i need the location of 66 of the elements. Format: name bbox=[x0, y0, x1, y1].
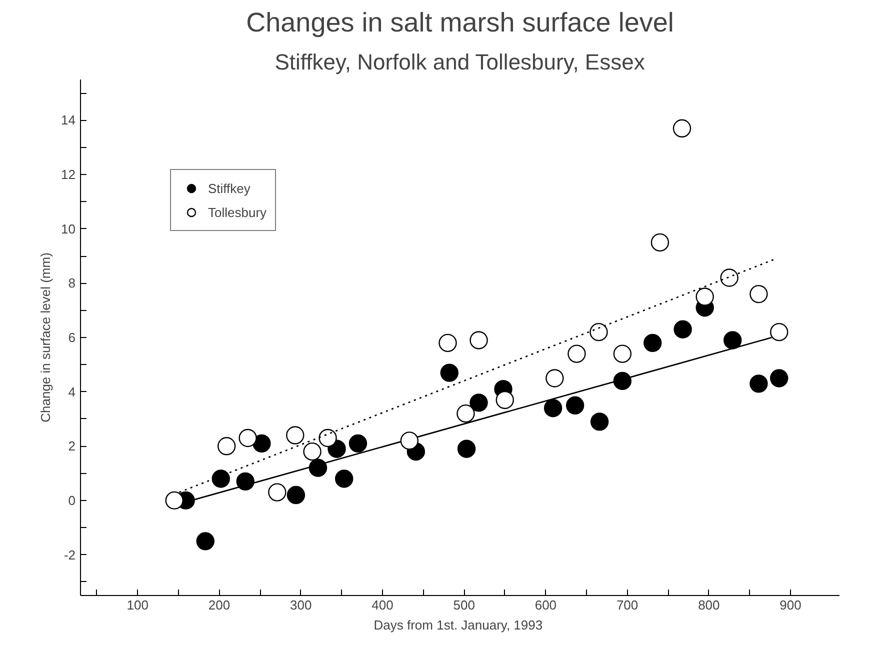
x-tick-label: 800 bbox=[698, 598, 720, 612]
y-tick-label: 6 bbox=[68, 330, 76, 345]
point bbox=[720, 268, 738, 287]
x-tick-label: 200 bbox=[208, 598, 230, 612]
point bbox=[212, 470, 230, 488]
point bbox=[496, 390, 514, 410]
legend-label: Tollesbury bbox=[208, 204, 267, 220]
point bbox=[544, 399, 562, 418]
point bbox=[546, 369, 564, 388]
x-tick-label: 900 bbox=[780, 598, 802, 612]
y-axis-title: Change in surface level (mm) bbox=[38, 252, 54, 422]
x-tick-label: 300 bbox=[290, 598, 312, 612]
point bbox=[470, 394, 488, 412]
x-axis-title: Days from 1st. January, 1993 bbox=[374, 618, 543, 632]
x-tick-label: 600 bbox=[534, 598, 557, 612]
point bbox=[770, 369, 788, 388]
point bbox=[286, 486, 306, 504]
point bbox=[440, 364, 458, 382]
x-tick-label: 500 bbox=[453, 598, 475, 612]
point bbox=[672, 119, 692, 138]
point bbox=[590, 322, 608, 342]
y-tick-label: 14 bbox=[61, 112, 76, 128]
point bbox=[236, 472, 254, 491]
x-tick-label: 100 bbox=[126, 598, 148, 612]
y-tick-label: 0 bbox=[68, 492, 76, 508]
point bbox=[348, 434, 368, 452]
point bbox=[286, 426, 304, 444]
point bbox=[568, 344, 586, 363]
point bbox=[335, 470, 354, 488]
point bbox=[268, 483, 286, 502]
y-tick-label: 8 bbox=[68, 276, 76, 291]
x-tick-label: 400 bbox=[372, 598, 394, 612]
chart-title: Changes in salt marsh surface level bbox=[246, 8, 674, 38]
point bbox=[674, 320, 692, 338]
y-tick-label: 12 bbox=[61, 167, 76, 182]
chart-subtitle: Stiffkey, Norfolk and Tollesbury, Essex bbox=[274, 50, 645, 74]
y-tick-label: 2 bbox=[68, 438, 76, 454]
point bbox=[590, 412, 609, 431]
x-tick-label: 700 bbox=[616, 598, 638, 612]
point bbox=[750, 284, 768, 304]
point bbox=[217, 437, 236, 456]
point bbox=[650, 233, 670, 252]
y-tick-label: 10 bbox=[61, 221, 76, 236]
point bbox=[165, 491, 184, 510]
point bbox=[750, 374, 768, 393]
point bbox=[400, 432, 418, 450]
point bbox=[470, 331, 488, 350]
point bbox=[303, 442, 322, 461]
point bbox=[438, 334, 457, 352]
point bbox=[613, 344, 632, 363]
point bbox=[196, 532, 214, 550]
point bbox=[613, 372, 632, 390]
point bbox=[318, 428, 337, 448]
point bbox=[238, 428, 257, 448]
point bbox=[456, 404, 475, 423]
y-tick-label: 4 bbox=[68, 384, 76, 400]
point bbox=[566, 396, 584, 414]
point bbox=[696, 288, 714, 306]
point bbox=[770, 322, 788, 342]
point bbox=[308, 458, 328, 477]
legend-label: Stiffkey bbox=[208, 180, 250, 196]
point bbox=[252, 434, 271, 452]
y-tick-label: -2 bbox=[64, 547, 76, 562]
point bbox=[457, 440, 476, 458]
point bbox=[644, 334, 662, 352]
point bbox=[723, 331, 742, 350]
